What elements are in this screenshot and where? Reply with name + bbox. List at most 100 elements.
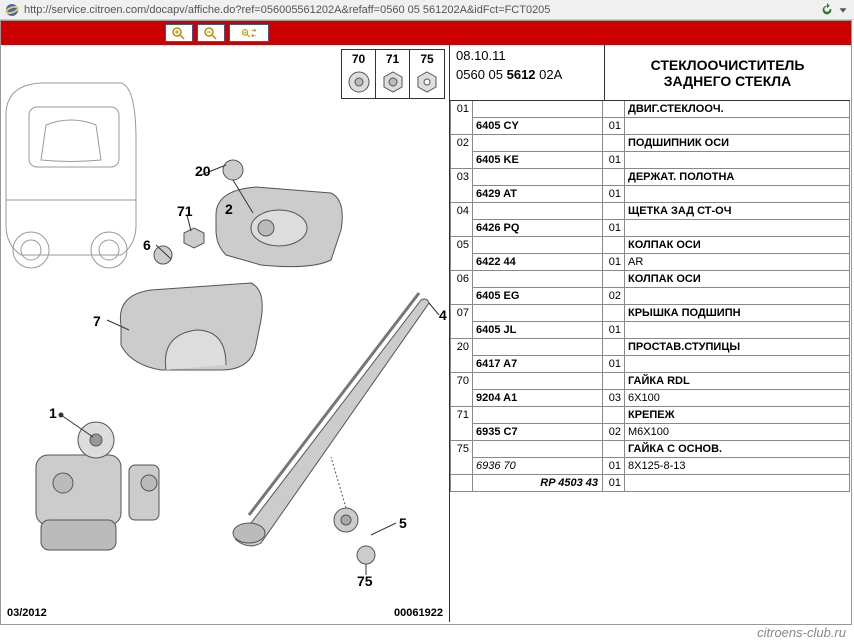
part-subqty: 01 [603,475,625,492]
url-right [820,3,850,17]
part-ref-empty [473,203,603,220]
part-ref-empty [473,271,603,288]
parts-row-body: 6405 EG02 [451,288,850,305]
part-ref-empty [473,305,603,322]
refresh-icon[interactable] [820,3,834,17]
label-7: 7 [93,313,101,329]
part-desc: ДВИГ.СТЕКЛООЧ. [625,101,850,118]
part-ref-empty [473,407,603,424]
part-note [625,356,850,373]
parts-row-head: 07КРЫШКА ПОДШИПН [451,305,850,322]
part-note: AR [625,254,850,271]
parts-row-head: 03ДЕРЖАТ. ПОЛОТНА [451,169,850,186]
parts-row-head: 02ПОДШИПНИК ОСИ [451,135,850,152]
diagram-pane: 70 71 75 [1,45,450,622]
diagram-date: 03/2012 [7,607,47,619]
watermark: citroens-club.ru [757,625,846,640]
part-ref-empty [473,101,603,118]
part-note [625,322,850,339]
part-num: 01 [451,101,473,135]
part-qty-empty [603,271,625,288]
diagram-id: 00061922 [394,607,443,619]
part-qty-empty [603,339,625,356]
label-4: 4 [439,307,447,323]
parts-row-body: 6426 PQ01 [451,220,850,237]
part-ref: 6405 EG [473,288,603,305]
document-frame: 70 71 75 [0,20,852,625]
part-desc: КРЕПЕЖ [625,407,850,424]
part-desc: ДЕРЖАТ. ПОЛОТНА [625,169,850,186]
part-note: 8X125-8-13 [625,458,850,475]
header-date: 08.10.11 [456,48,598,63]
part-qty: 02 [603,288,625,305]
part-ref: 6429 AT [473,186,603,203]
zoom-fit-button[interactable] [229,24,269,42]
part-subnote [625,475,850,492]
part-note [625,118,850,135]
part-ref: 6426 PQ [473,220,603,237]
label-20: 20 [195,163,211,179]
part-qty: 01 [603,220,625,237]
header-refnum: 0560 05 5612 02A [456,67,598,82]
parts-row-body: 6405 KE01 [451,152,850,169]
part-num: 07 [451,305,473,339]
part-qty: 01 [603,118,625,135]
ie-icon [4,2,20,18]
parts-row-head: 70ГАЙКА RDL [451,373,850,390]
part-qty-empty [603,203,625,220]
part-qty-empty [603,305,625,322]
part-desc: КОЛПАК ОСИ [625,271,850,288]
part-qty-empty [603,101,625,118]
part-ref: 6936 70 [473,458,603,475]
parts-row-head: 05КОЛПАК ОСИ [451,237,850,254]
part-qty: 01 [603,322,625,339]
part-ref: 9204 A1 [473,390,603,407]
part-ref: 6417 A7 [473,356,603,373]
part-qty: 01 [603,356,625,373]
dropdown-icon[interactable] [836,3,850,17]
parts-row-body: 6405 JL01 [451,322,850,339]
part-ref-empty [473,169,603,186]
zoom-out-button[interactable] [197,24,225,42]
zoom-in-button[interactable] [165,24,193,42]
part-qty-empty [603,441,625,458]
parts-row-head: 01ДВИГ.СТЕКЛООЧ. [451,101,850,118]
part-ref-empty [473,441,603,458]
part-qty-empty [603,135,625,152]
part-subref: RP 4503 43 [473,475,603,492]
parts-row-head: 04ЩЕТКА ЗАД СТ-ОЧ [451,203,850,220]
content-area: 70 71 75 [1,45,851,622]
part-note [625,288,850,305]
part-ref: 6935 C7 [473,424,603,441]
url-text[interactable]: http://service.citroen.com/docapv/affich… [24,4,816,16]
parts-row-head: 06КОЛПАК ОСИ [451,271,850,288]
part-qty: 01 [603,152,625,169]
label-5: 5 [399,515,407,531]
parts-row-body: 6422 4401AR [451,254,850,271]
part-ref: 6405 KE [473,152,603,169]
part-num: 04 [451,203,473,237]
parts-row-body: 6936 70018X125-8-13 [451,458,850,475]
label-1: 1 [49,405,57,421]
parts-pane: 08.10.11 0560 05 5612 02A СТЕКЛООЧИСТИТЕ… [450,45,850,622]
parts-row-head: 71КРЕПЕЖ [451,407,850,424]
label-75: 75 [357,573,373,589]
part-note: M6X100 [625,424,850,441]
part-desc: ПРОСТАВ.СТУПИЦЫ [625,339,850,356]
part-desc: КОЛПАК ОСИ [625,237,850,254]
part-qty: 01 [603,186,625,203]
part-num: 02 [451,135,473,169]
part-ref: 6405 JL [473,322,603,339]
part-num-empty [451,475,473,492]
label-6: 6 [143,237,151,253]
part-num: 05 [451,237,473,271]
part-num: 03 [451,169,473,203]
part-qty: 01 [603,458,625,475]
part-desc: ПОДШИПНИК ОСИ [625,135,850,152]
part-desc: ГАЙКА С ОСНОВ. [625,441,850,458]
part-note [625,186,850,203]
part-qty-empty [603,169,625,186]
header-ref: 08.10.11 0560 05 5612 02A [450,45,605,101]
part-ref-empty [473,373,603,390]
part-qty: 02 [603,424,625,441]
